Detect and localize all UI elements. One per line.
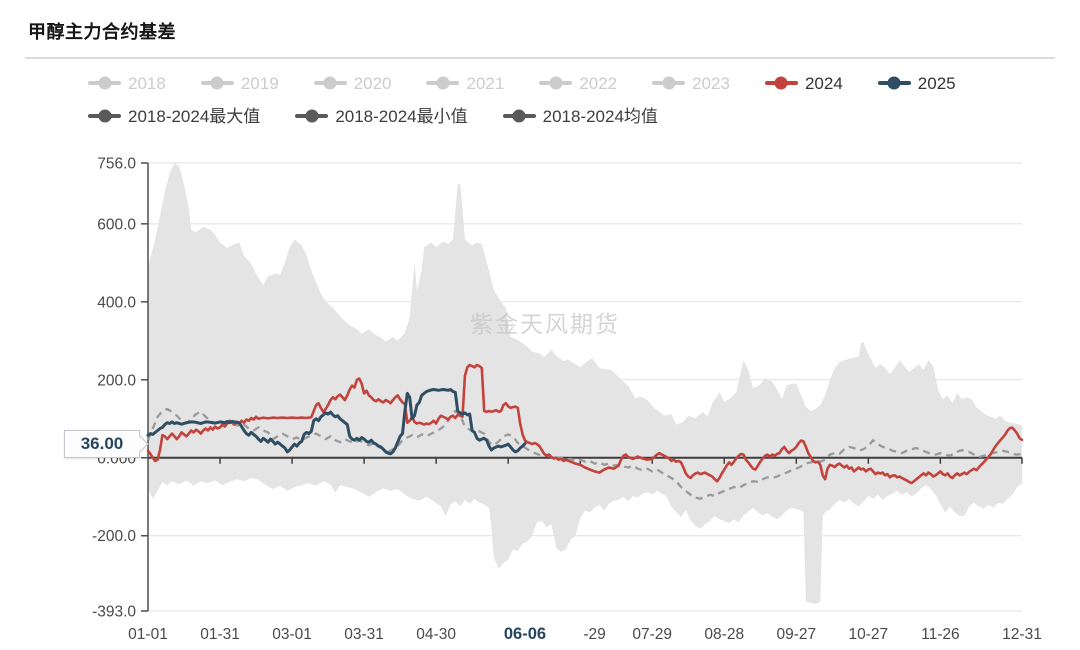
y-tick-label: 400.0 (97, 294, 136, 311)
x-tick-label: 03-01 (272, 626, 312, 643)
minmax-band (148, 163, 1022, 604)
x-tick-label: 01-01 (128, 626, 168, 643)
legend-dot-icon (436, 76, 450, 90)
legend-marker-icon (652, 76, 686, 90)
legend-marker-icon (200, 76, 234, 90)
legend-label: 2023 (692, 73, 730, 93)
legend-row-stats: 2018-2024最大值 2018-2024最小值 2018-2024均值 (88, 104, 658, 128)
latest-value-callout: 36.00 (64, 429, 148, 458)
x-tick-label: 03-31 (344, 626, 384, 643)
legend-marker-icon (877, 76, 911, 90)
legend-marker-icon (426, 76, 460, 90)
legend-dot-icon (512, 109, 526, 123)
legend-dot-icon (305, 109, 319, 123)
legend-label: 2025 (917, 73, 956, 93)
legend-marker-icon (539, 76, 573, 90)
legend-marker-icon (764, 76, 798, 90)
x-tick-label: 11-26 (921, 626, 960, 643)
y-tick-label: -393.0 (92, 604, 136, 621)
legend-dot-icon (774, 76, 788, 90)
x-tick-label: 07-29 (632, 626, 672, 643)
legend-label: 2024 (804, 73, 843, 93)
x-label-current-date: 06-06 (504, 625, 546, 643)
legend-dot-icon (662, 76, 676, 90)
x-tick-label: 10-27 (849, 626, 889, 643)
legend-item-2018-2024最大值[interactable]: 2018-2024最大值 (88, 104, 260, 128)
legend-dot-icon (549, 76, 563, 90)
legend-item-2023[interactable]: 2023 (652, 71, 730, 95)
legend-marker-icon (88, 109, 121, 123)
latest-value-label: 36.00 (80, 433, 124, 453)
legend-marker-icon (295, 109, 329, 123)
legend-label: 2019 (240, 73, 279, 93)
y-tick-label: 600.0 (97, 216, 136, 233)
page-title: 甲醇主力合约基差 (28, 22, 176, 42)
y-tick-label: 200.0 (97, 372, 136, 389)
legend-item-2021[interactable]: 2021 (426, 71, 504, 95)
legend-label: 2018-2024最大值 (128, 106, 261, 126)
legend-item-2019[interactable]: 2019 (200, 71, 279, 95)
x-tick-label: 01-31 (200, 626, 240, 643)
legend-dot-icon (323, 76, 337, 90)
legend-marker-icon (502, 109, 536, 123)
legend-dot-icon (887, 76, 901, 90)
y-tick-label: 756.0 (97, 156, 136, 173)
legend-item-2018[interactable]: 2018 (88, 71, 166, 95)
legend-marker-icon (88, 76, 121, 90)
legend-label: 2018-2024最小值 (335, 106, 468, 126)
legend-item-2024[interactable]: 2024 (764, 71, 843, 95)
legend-item-2025[interactable]: 2025 (877, 71, 956, 95)
legend-row-years: 2018 2019 2020 2021 2022 2023 2024 2025 (88, 71, 956, 95)
x-tick-label: 04-30 (416, 626, 456, 643)
legend-dot-icon (98, 76, 111, 90)
legend-item-2020[interactable]: 2020 (313, 71, 392, 95)
legend-label: 2022 (579, 73, 618, 93)
x-tick-label: 09-27 (776, 626, 816, 643)
legend-item-2018-2024均值[interactable]: 2018-2024均值 (502, 104, 658, 128)
x-tick-label: -29 (583, 626, 605, 643)
legend-item-2022[interactable]: 2022 (539, 71, 617, 95)
legend-label: 2020 (353, 73, 392, 93)
x-tick-label: 08-28 (704, 626, 744, 643)
title-divider (25, 57, 1055, 59)
legend-label: 2018 (128, 73, 166, 93)
watermark: 紫金天风期货 (470, 311, 620, 337)
legend-label: 2021 (466, 73, 505, 93)
y-tick-label: -200.0 (92, 528, 136, 545)
legend-dot-icon (210, 76, 224, 90)
line-2025 (146, 388, 527, 456)
legend-marker-icon (313, 76, 347, 90)
legend-item-2018-2024最小值[interactable]: 2018-2024最小值 (295, 104, 468, 128)
line-2024 (146, 363, 1024, 485)
x-tick-label: 12-31 (1002, 626, 1042, 643)
mean-line-2018-2024 (146, 407, 1023, 500)
legend-label: 2018-2024均值 (542, 106, 658, 126)
legend-dot-icon (98, 109, 111, 123)
